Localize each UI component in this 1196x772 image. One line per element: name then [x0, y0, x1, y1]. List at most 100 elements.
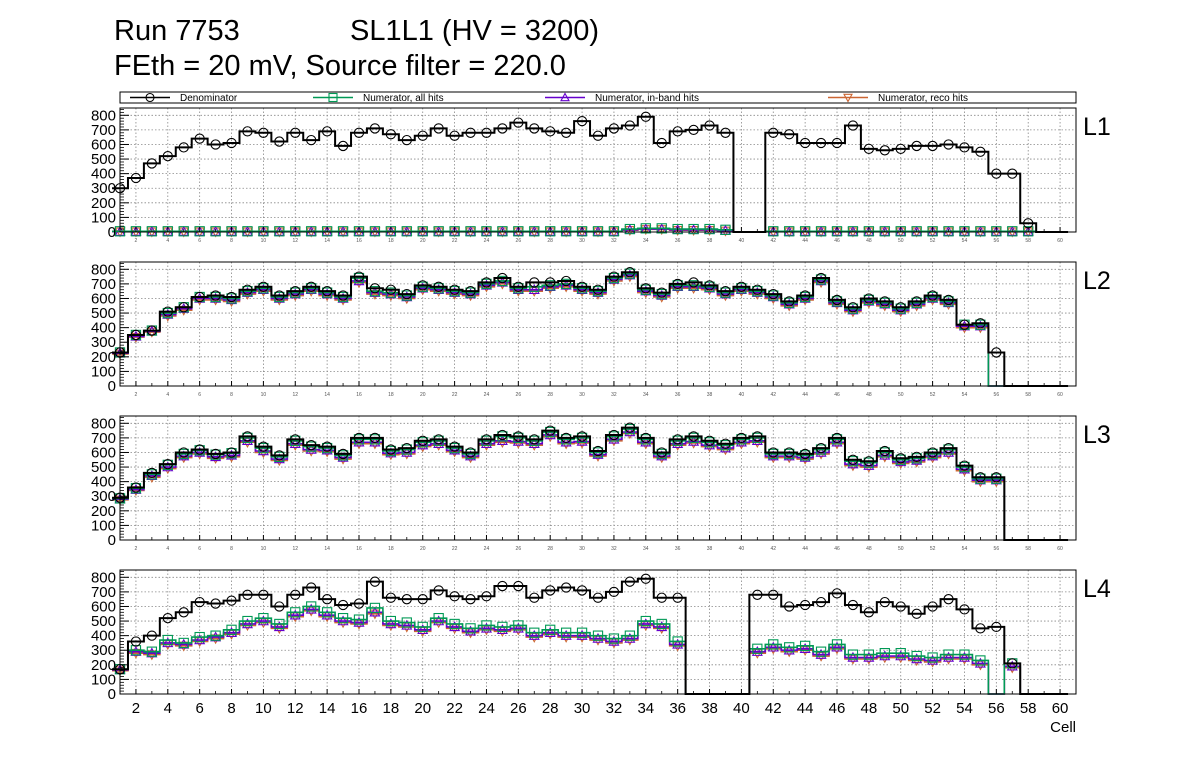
y-tick-label: 600	[91, 444, 116, 461]
marker-circle	[640, 283, 651, 294]
marker-circle	[592, 445, 604, 457]
x-tick-label-small: 56	[994, 238, 1000, 244]
marker-circle	[529, 434, 540, 445]
x-tick-label-small: 16	[356, 238, 362, 244]
marker-square	[752, 643, 763, 654]
marker-triangle-up	[751, 645, 763, 656]
marker-circle	[959, 142, 970, 153]
marker-triangle-up	[496, 435, 508, 446]
marker-triangle-up	[576, 629, 588, 640]
marker-circle	[592, 284, 604, 295]
marker-circle	[815, 272, 827, 284]
marker-circle	[513, 117, 524, 128]
marker-circle	[433, 281, 444, 292]
marker-circle	[656, 447, 667, 458]
marker-circle	[720, 286, 731, 297]
marker-circle	[162, 458, 173, 470]
marker-square	[130, 226, 142, 237]
marker-circle	[704, 120, 715, 131]
marker-triangle-up	[592, 632, 604, 643]
marker-circle	[799, 137, 811, 149]
marker-circle	[529, 592, 540, 603]
marker-square	[306, 226, 317, 237]
x-tick-label-small: 22	[452, 546, 458, 552]
y-tick-label: 800	[91, 569, 116, 586]
marker-square	[895, 226, 906, 237]
y-tick-label: 400	[91, 474, 116, 491]
marker-square	[975, 655, 986, 666]
x-tick-label-small: 12	[292, 238, 298, 244]
marker-triangle-up	[417, 624, 429, 635]
marker-square	[146, 646, 158, 657]
marker-circle	[178, 142, 189, 153]
marker-circle	[130, 636, 142, 647]
x-tick-label-small: 22	[452, 238, 458, 244]
marker-triangle-up	[449, 621, 461, 632]
marker-square	[321, 226, 333, 237]
marker-circle	[465, 447, 476, 458]
marker-square	[656, 223, 667, 234]
marker-triangle-up	[353, 616, 365, 627]
marker-square	[417, 621, 428, 633]
marker-triangle-up	[273, 453, 285, 464]
y-tick-label: 300	[91, 334, 116, 351]
marker-circle	[130, 329, 142, 341]
marker-circle	[369, 283, 381, 294]
legend-label: Denominator	[180, 93, 238, 104]
marker-square	[242, 226, 253, 237]
y-tick-label: 800	[91, 107, 116, 124]
marker-square	[465, 226, 476, 237]
marker-triangle-up	[528, 629, 540, 640]
marker-triangle-up	[512, 435, 524, 446]
y-tick-label: 800	[91, 261, 116, 278]
marker-circle	[242, 431, 253, 442]
marker-triangle-up	[337, 615, 349, 626]
marker-circle	[815, 442, 827, 454]
marker-circle	[831, 432, 843, 444]
marker-triangle-up	[528, 283, 540, 294]
marker-square	[688, 223, 699, 235]
marker-circle	[959, 604, 970, 615]
x-tick-label-small: 42	[770, 392, 776, 398]
x-tick-label: 20	[414, 700, 431, 717]
marker-triangle-up	[225, 449, 238, 460]
x-tick-label-small: 6	[198, 238, 201, 244]
marker-circle	[799, 448, 811, 460]
x-tick-label-small: 48	[866, 546, 872, 552]
marker-circle	[656, 137, 667, 149]
marker-square	[688, 280, 699, 291]
marker-circle	[433, 585, 444, 596]
series-step-line	[112, 271, 1069, 387]
marker-square	[560, 278, 572, 290]
marker-square	[959, 649, 970, 660]
marker-square	[513, 226, 524, 237]
x-tick-label-small: 48	[866, 392, 872, 398]
marker-triangle-up	[958, 463, 971, 474]
marker-circle	[688, 277, 699, 288]
series-denominator	[112, 422, 1069, 541]
x-tick-label-small: 28	[547, 238, 553, 244]
marker-circle	[401, 594, 412, 605]
marker-triangle-up	[289, 609, 301, 620]
marker-triangle-down	[688, 226, 700, 236]
marker-circle	[417, 130, 428, 141]
x-tick-label-small: 18	[388, 546, 394, 552]
marker-square	[799, 640, 811, 652]
x-tick-label-small: 40	[739, 238, 745, 244]
marker-circle	[608, 429, 620, 441]
marker-square	[290, 226, 301, 237]
marker-triangle-up	[225, 626, 238, 637]
marker-square	[449, 226, 460, 237]
marker-triangle-up	[449, 444, 461, 455]
panel-label: L2	[1083, 267, 1111, 295]
marker-square	[943, 649, 954, 660]
marker-circle	[991, 472, 1002, 483]
marker-circle	[178, 302, 189, 313]
marker-triangle-up	[863, 651, 875, 662]
x-tick-label-small: 30	[579, 546, 585, 552]
marker-square	[290, 607, 301, 618]
marker-circle	[226, 447, 237, 458]
marker-circle	[943, 139, 954, 150]
marker-square	[210, 630, 221, 641]
marker-square	[815, 646, 827, 657]
